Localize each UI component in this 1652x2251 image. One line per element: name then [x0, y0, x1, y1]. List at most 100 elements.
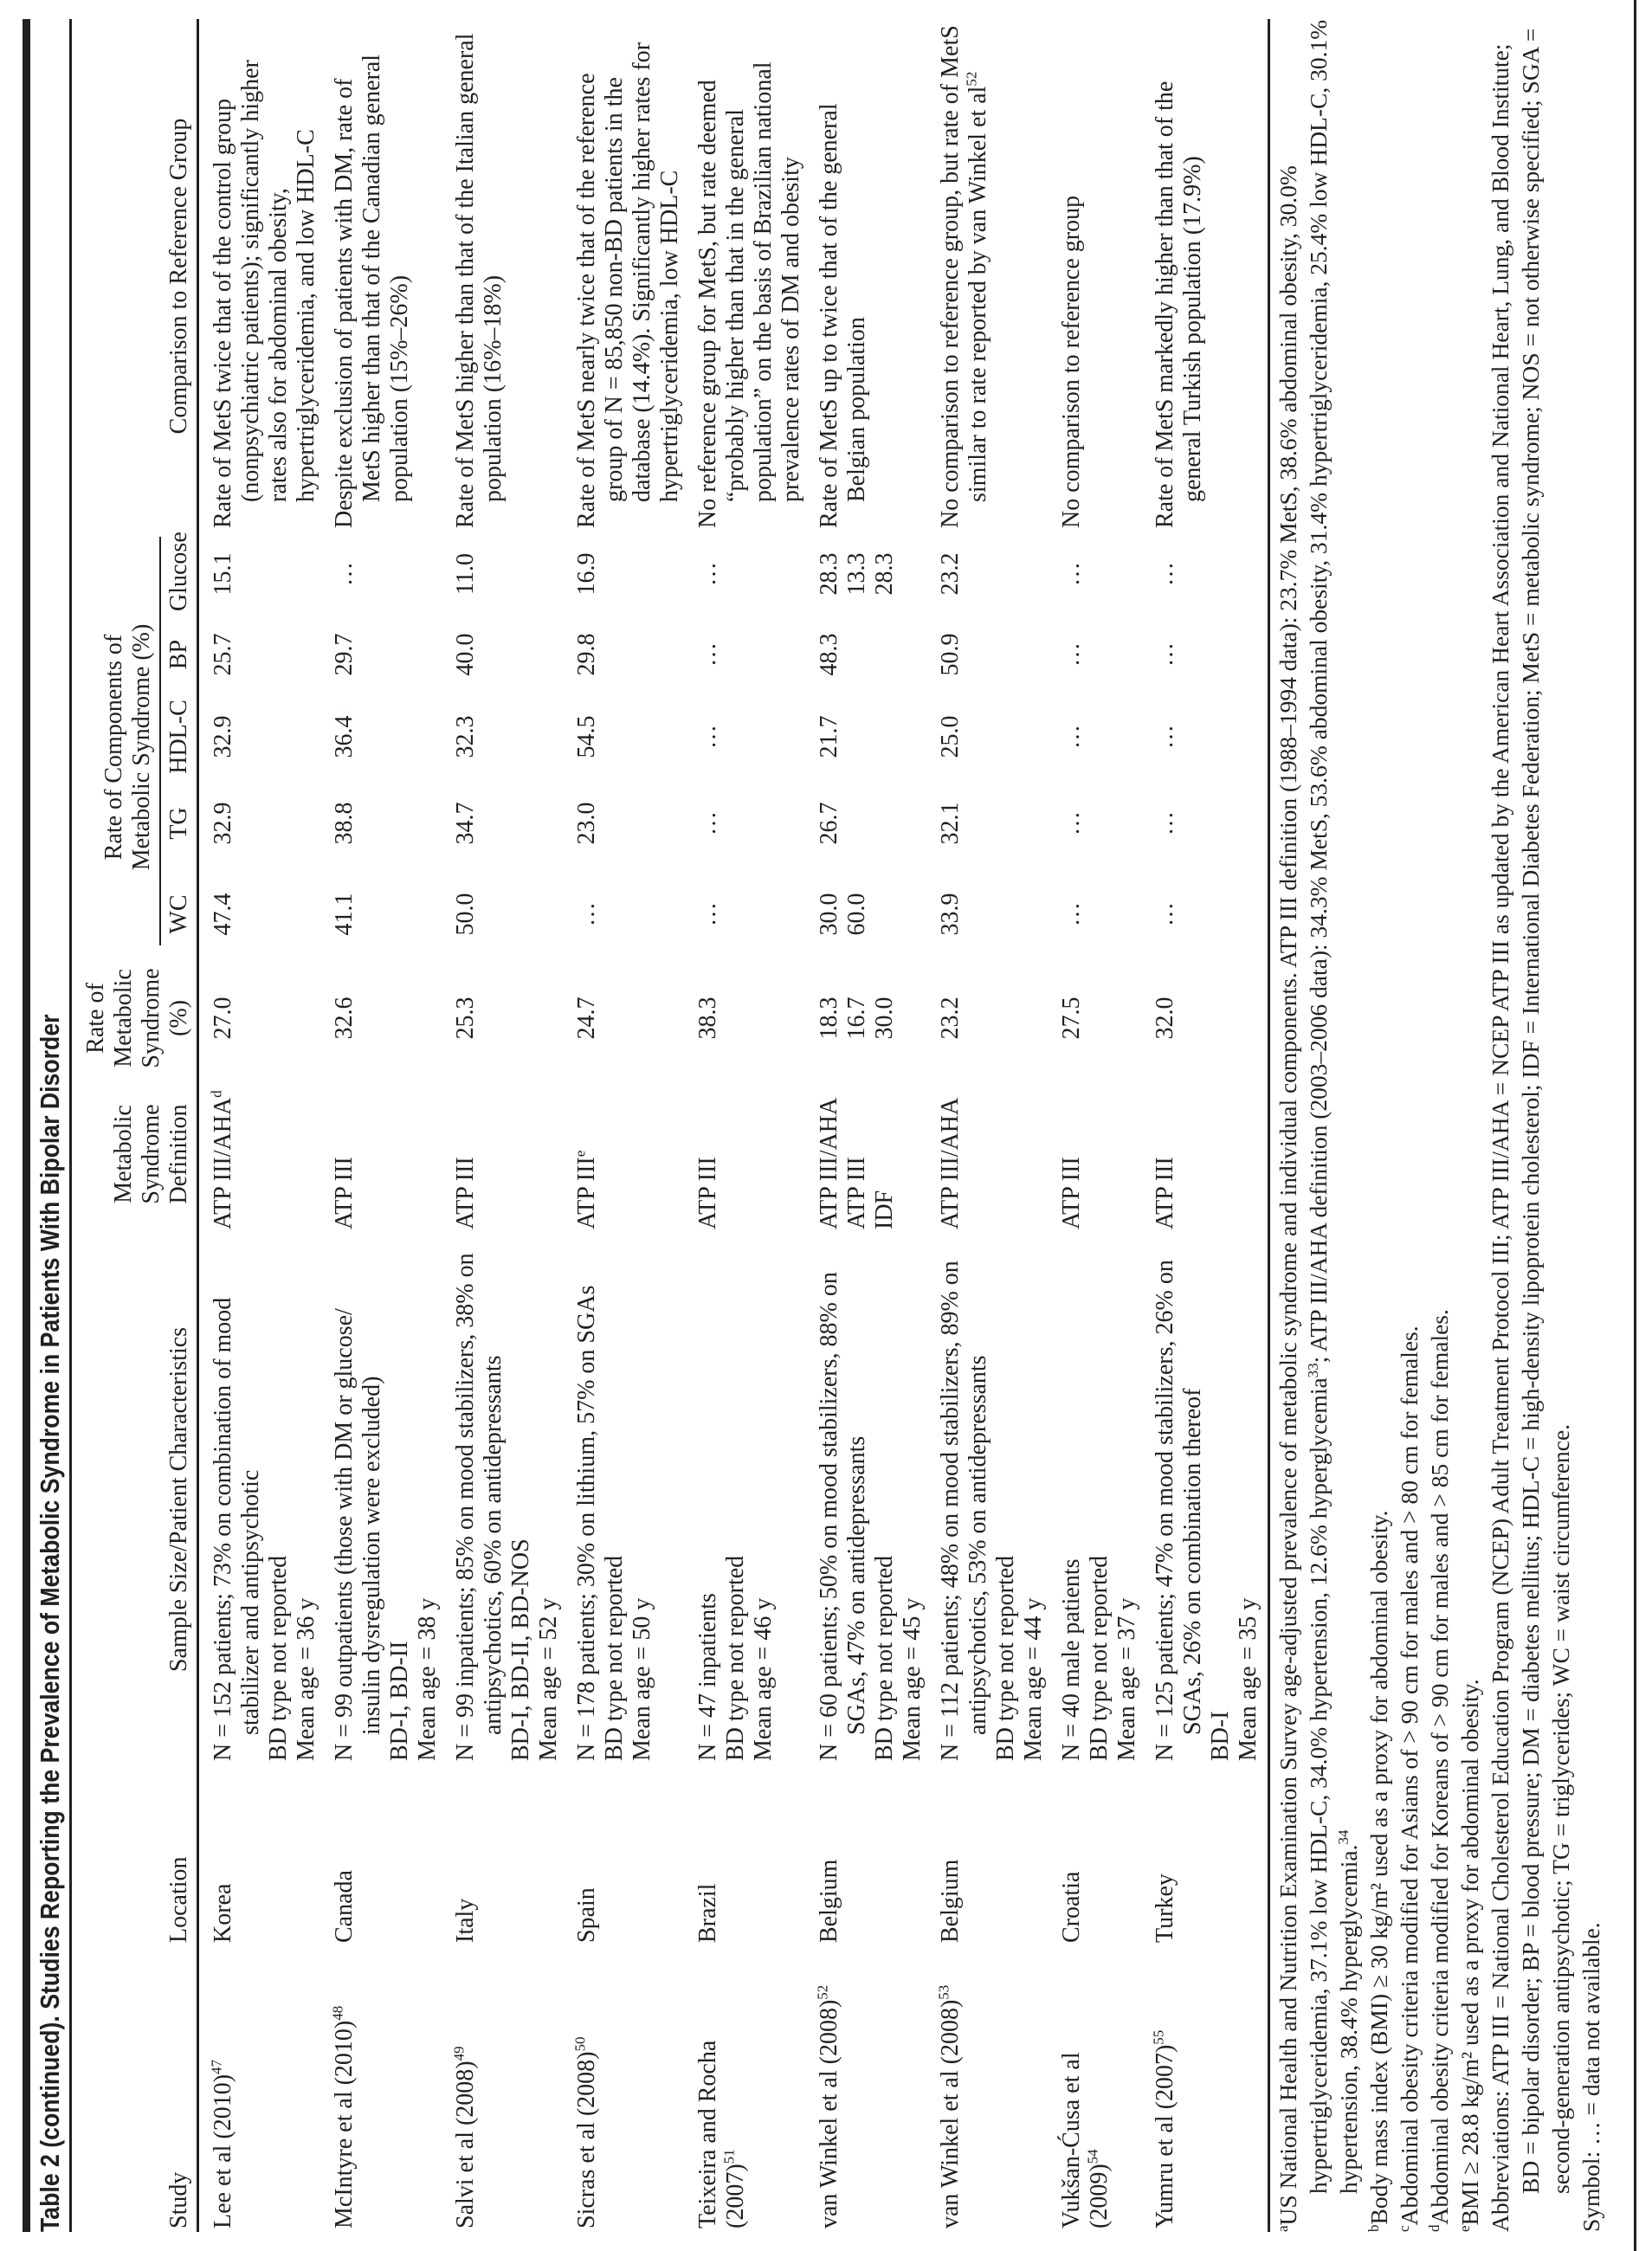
comparison-text: Rate of MetS markedly higher than that o…: [1151, 81, 1206, 528]
rate-cell: 25.3: [451, 997, 479, 1040]
rate-cell: 27.0: [209, 997, 236, 1040]
sample-line: Mean age = 38 y: [413, 1597, 441, 1761]
footnote-mark: a: [1274, 2225, 1291, 2232]
wc-cell: …: [1057, 902, 1085, 926]
reference-sup: 52: [814, 1984, 831, 2000]
table-body: Lee et al (2010)47 Korea N = 152 patients;…: [197, 19, 1268, 2232]
definition-text: ATP III/AHA: [209, 1097, 236, 1229]
bp-cell: …: [694, 642, 721, 667]
hdl-cell: …: [694, 725, 721, 749]
comparison-text: Despite exclusion of patients with DM, r…: [330, 54, 413, 528]
comparison-cell: Rate of MetS markedly higher than that o…: [1140, 19, 1268, 532]
sample-line: N = 152 patients; 73% on combination of …: [209, 1297, 264, 1761]
comparison-text: Rate of MetS twice that of the control g…: [209, 60, 319, 528]
table-row: Salvi et al (2008)49 Italy N = 99 inpatien…: [442, 19, 563, 2232]
tg-cell: …: [694, 811, 721, 835]
study-cell: van Winkel et al (2008)52: [805, 1946, 926, 2232]
header-definition: Metabolic Syndrome Definition: [73, 1074, 197, 1233]
definition-text: ATP III: [1057, 1157, 1085, 1229]
study-name: van Winkel et al (2008): [815, 1999, 842, 2228]
comparison-cell: No comparison to reference group, but ra…: [926, 19, 1048, 532]
header-comparison: Comparison to Reference Group: [73, 19, 197, 532]
comparison-cell: Rate of MetS higher than that of the Ita…: [442, 19, 563, 532]
sample-line: N = 47 inpatients: [694, 1593, 721, 1761]
study-name: Yumru et al (2007): [1151, 2044, 1178, 2228]
comparison-block: No comparison to reference group, but ra…: [937, 24, 992, 528]
wc-cell: 50.0: [451, 893, 479, 936]
sample-line: Mean age = 45 y: [898, 1597, 926, 1761]
definition-text: ATP III: [451, 1157, 479, 1229]
header-rate: Rate of Metabolic Syndrome (%): [73, 961, 197, 1074]
footnote-b: bBody mass index (BMI) ≥ 30 kg/m² used a…: [1364, 19, 1394, 2232]
study-cell: Yumru et al (2007)55: [1140, 1946, 1268, 2232]
hdl-cell: 21.7: [815, 715, 842, 758]
header-tg: TG: [163, 779, 197, 866]
table-row: Yumru et al (2007)55 Turkey N = 125 patien…: [1140, 19, 1268, 2232]
table-row: van Winkel et al (2008)52 Belgium N = 60 p…: [805, 19, 926, 2232]
footnote-text: BMI ≥ 28.8 kg/m² used as a proxy for abd…: [1456, 1679, 1483, 2226]
tg-cell: 23.0: [572, 802, 600, 845]
location-text: Canada: [330, 1870, 358, 1943]
location-cell: Italy: [442, 1764, 563, 1946]
rate-cell: 38.3: [694, 997, 721, 1040]
reference-sup: 54: [1084, 2149, 1101, 2164]
comparison-cell: No reference group for MetS, but rate de…: [684, 19, 805, 532]
location-text: Spain: [572, 1887, 600, 1943]
glucose-cell: 15.1: [209, 552, 236, 596]
definition-cell: ATP III: [320, 1074, 442, 1233]
glucose-cell: …: [1057, 562, 1085, 586]
page-border-line: [1634, 0, 1636, 2251]
study-cell: Salvi et al (2008)49: [442, 1946, 563, 2232]
table-row: van Winkel et al (2008)53 Belgium N = 112 …: [926, 19, 1048, 2232]
table-title: Table 2 (continued). Studies Reporting t…: [35, 1014, 65, 2232]
sample-line: BD-I, BD-II: [385, 1641, 413, 1761]
rate-cell: 32.6: [330, 997, 358, 1040]
definition-cell: ATP III: [1048, 1074, 1141, 1233]
study-cell: Teixeira and Rocha (2007)51: [684, 1946, 805, 2232]
sample-line: Mean age = 35 y: [1234, 1597, 1262, 1761]
tg-cell: …: [1140, 779, 1268, 866]
table-row: Vukšan-Ćusa et al (2009)54 Croatia N = 40 …: [1048, 19, 1141, 2232]
definition-cell: ATP III: [1140, 1074, 1268, 1233]
bp-cell: 25.7: [209, 633, 236, 676]
comparison-text: No comparison to reference group: [1057, 195, 1085, 528]
header-hdl: HDL-C: [163, 693, 197, 779]
table-row: McIntyre et al (2010)48 Canada N = 99 outp…: [320, 19, 442, 2232]
footnote-a: aUS National Health and Nutrition Examin…: [1273, 19, 1364, 2232]
glucose-cell: …: [330, 562, 358, 586]
rate-cell: 24.7: [572, 997, 600, 1040]
study-name: McIntyre et al (2010): [330, 2020, 358, 2228]
footnote-e: eBMI ≥ 28.8 kg/m² used as a proxy for ab…: [1455, 19, 1485, 2232]
comparison-text: No comparison to reference group, but ra…: [936, 25, 991, 528]
sample-line: N = 178 patients; 30% on lithium, 57% on…: [572, 1285, 600, 1761]
sample-line: BD type not reported: [870, 1555, 898, 1761]
sample-cell: N = 99 inpatients; 85% on mood stabilize…: [442, 1233, 563, 1764]
top-thick-rule: [23, 19, 30, 2232]
location-text: Belgium: [936, 1859, 964, 1943]
metabolic-syndrome-table: Study Location Sample Size/Patient Chara…: [73, 19, 1270, 2232]
sample-cell: N = 152 patients; 73% on combination of …: [197, 1233, 320, 1764]
reference-sup: 55: [1150, 2029, 1167, 2045]
footnote-mark: e: [1455, 2225, 1473, 2232]
hdl-cell: …: [1057, 725, 1085, 749]
study-cell: McIntyre et al (2010)48: [320, 1946, 442, 2232]
study-cell: Sicras et al (2008)50: [563, 1946, 684, 2232]
comparison-text: No reference group for MetS, but rate de…: [694, 61, 804, 528]
header-components: Rate of Components of Metabolic Syndrome…: [100, 623, 155, 871]
definition-cell: ATP III/AHA: [926, 1074, 1048, 1233]
header-location: Location: [73, 1764, 197, 1946]
location-cell: Brazil: [684, 1764, 805, 1946]
rate-cell: 18.3 16.7 30.0: [815, 997, 898, 1040]
sample-line: BD-I, BD-II, BD-NOS: [507, 1538, 534, 1761]
sample-line: BD type not reported: [721, 1555, 749, 1761]
reference-sup: 50: [571, 2036, 589, 2052]
footnote-c: cAbdominal obesity criteria modified for…: [1394, 19, 1424, 2232]
footnote-mark: b: [1365, 2224, 1382, 2233]
header-study: Study: [73, 1946, 197, 2232]
reference-sup: 33: [1304, 1363, 1321, 1378]
location-text: Turkey: [1151, 1874, 1178, 1943]
tg-cell: 26.7: [815, 802, 842, 845]
reference-sup: 34: [1334, 1829, 1352, 1845]
table-row: Sicras et al (2008)50 Spain N = 178 patien…: [563, 19, 684, 2232]
location-cell: Canada: [320, 1764, 442, 1946]
